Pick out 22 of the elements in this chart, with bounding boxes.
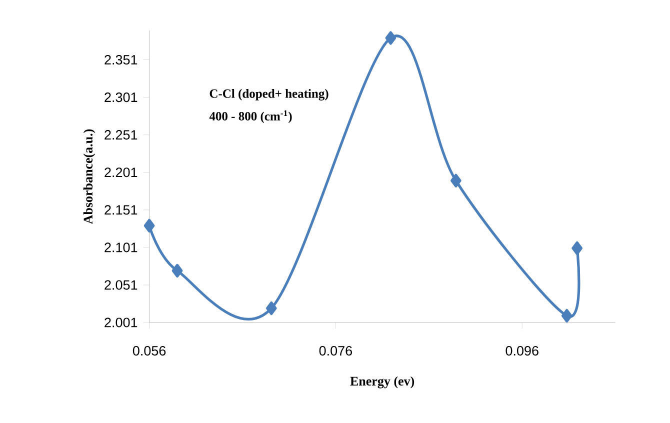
y-tick-label: 2.251 (104, 130, 138, 140)
y-tick-label: 2.151 (104, 205, 138, 215)
point (144, 218, 155, 232)
y-tick-label: 2.351 (104, 54, 138, 65)
x-tick-label: 0.096 (506, 346, 538, 356)
x-tick-label: 0.076 (319, 346, 352, 356)
x-tick-label: 0.056 (132, 346, 166, 356)
point (385, 31, 396, 45)
y-tick-label: 2.051 (104, 280, 138, 290)
point (561, 308, 572, 323)
point (266, 301, 277, 316)
y-tick-label: 2.201 (104, 168, 138, 178)
annotation: 400 - 800 (cm$^{-1}$) (209, 110, 292, 124)
y-axis-title: Absorbance(a.u.) (83, 129, 96, 224)
y-tick-label: 2.301 (104, 92, 138, 102)
y-tick-label: 2.101 (104, 242, 138, 252)
point (450, 174, 462, 188)
y-tick-label: 2.001 (104, 318, 138, 328)
annotation: C-Cl (doped+ heating) (210, 89, 328, 100)
x-axis-title: Energy (ev) (350, 376, 414, 388)
point (172, 264, 183, 278)
point (572, 241, 583, 255)
